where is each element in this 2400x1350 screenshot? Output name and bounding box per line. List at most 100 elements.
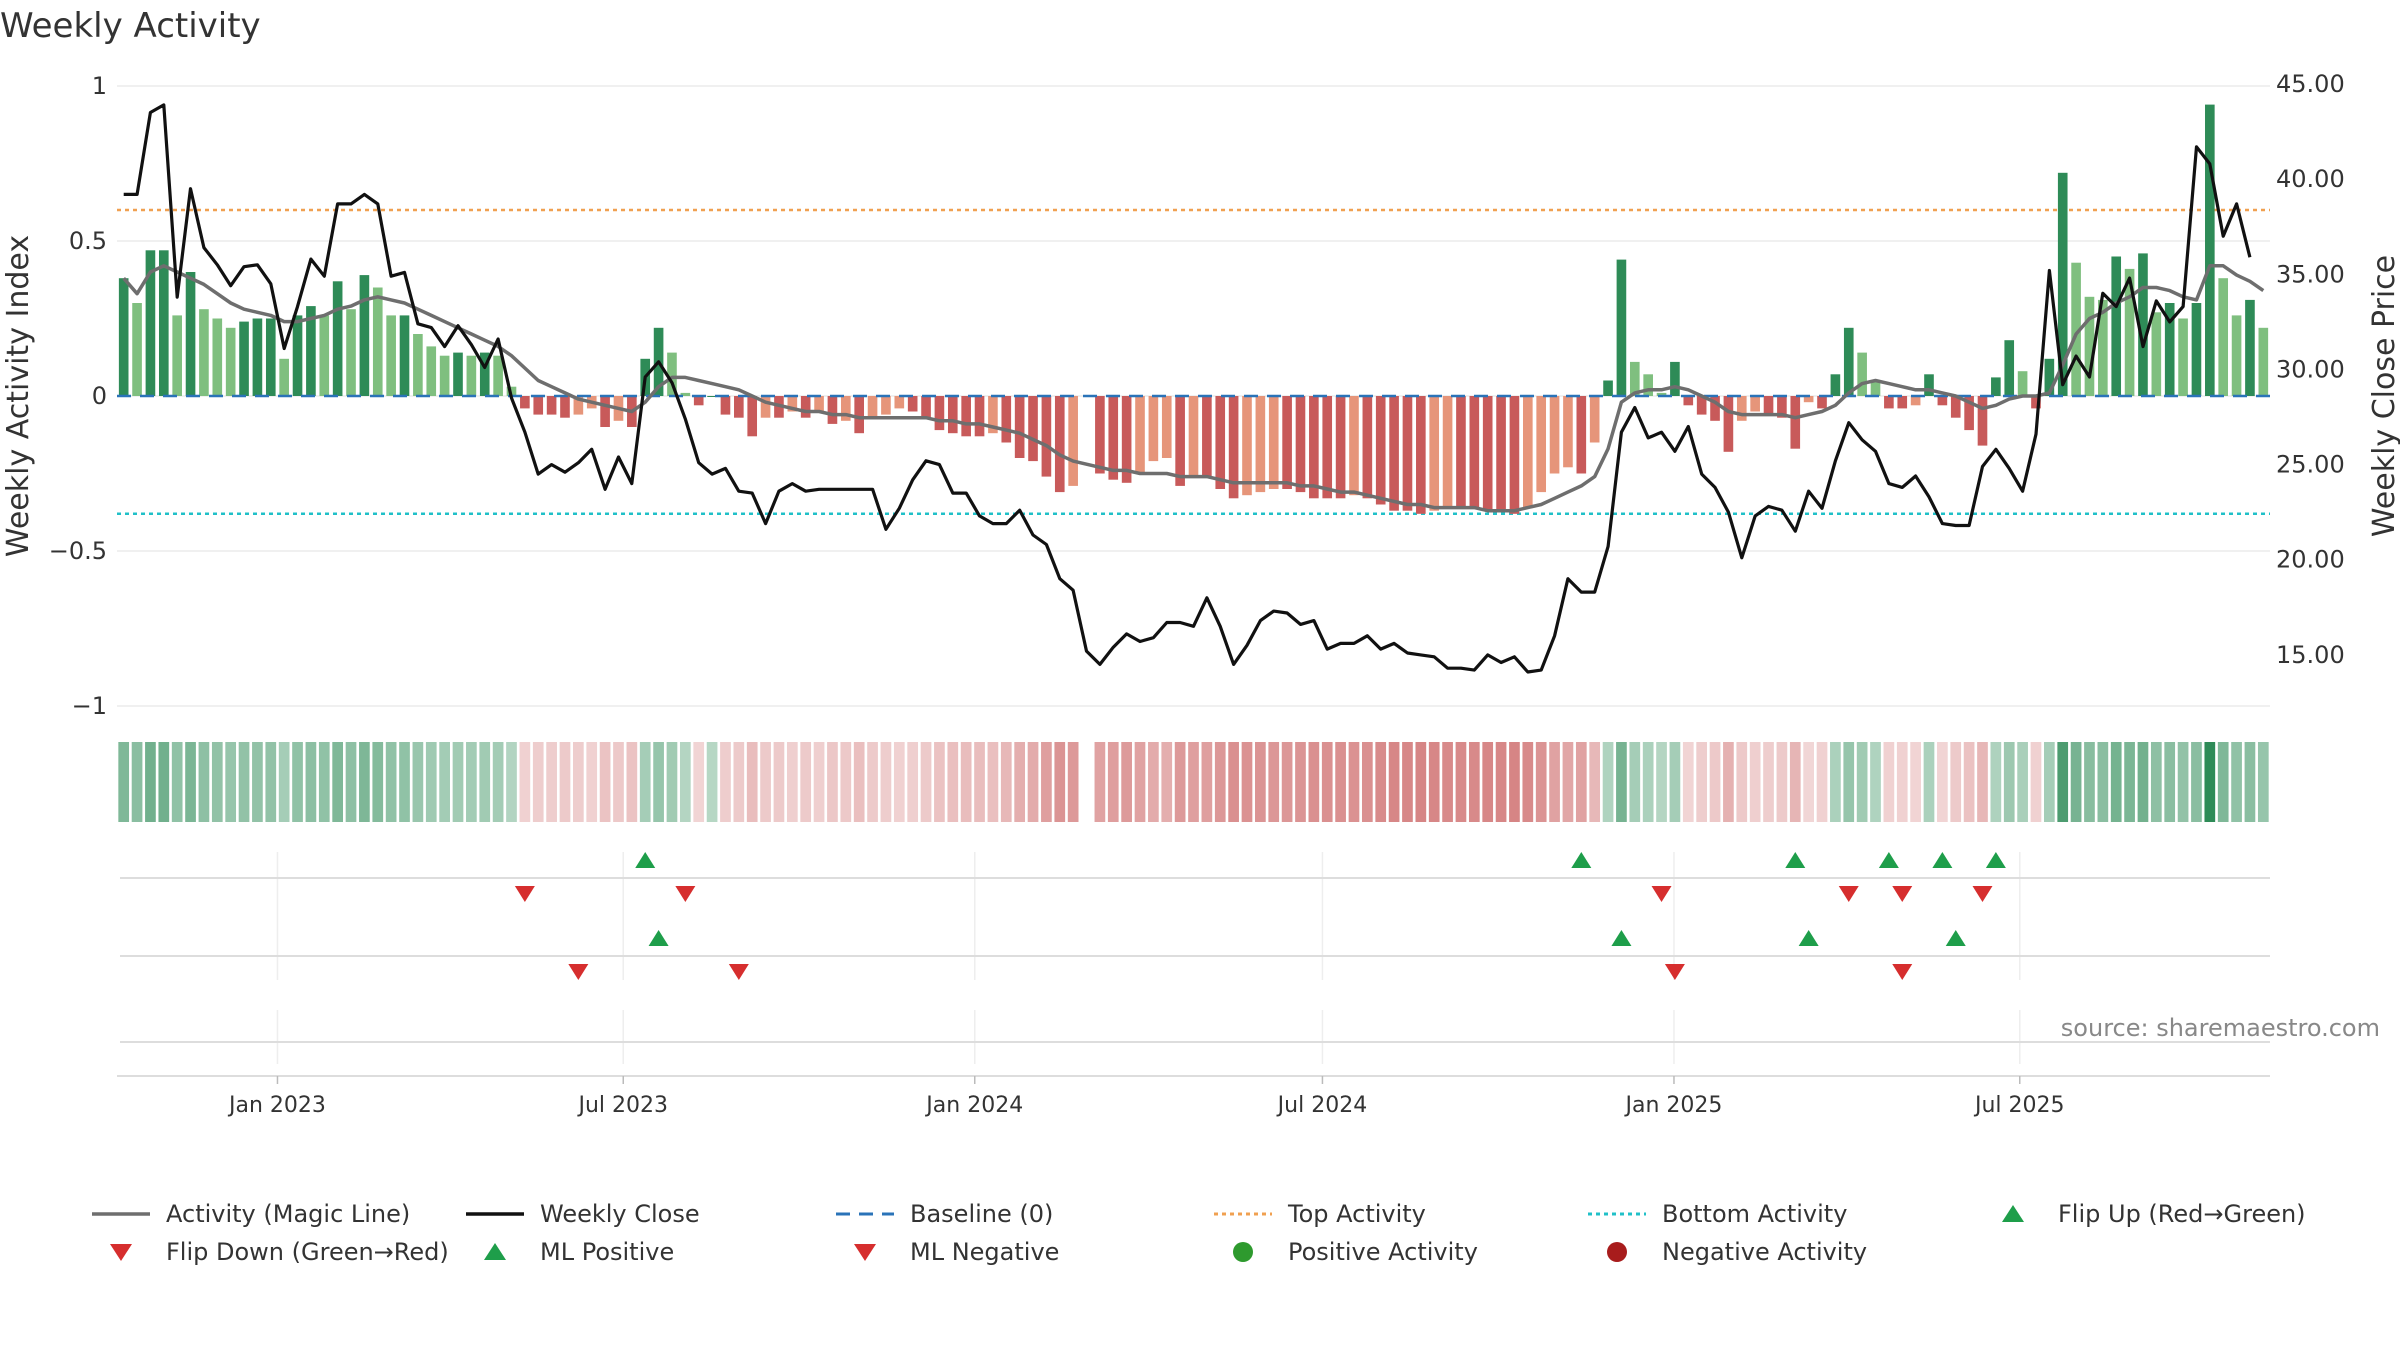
heat-strip-cell: [466, 742, 477, 822]
heat-strip-cell: [305, 742, 317, 822]
activity-bar: [1937, 396, 1948, 406]
heat-strip-cell: [1629, 742, 1641, 822]
activity-bar: [1014, 396, 1025, 458]
activity-bar: [520, 396, 530, 409]
heat-strip-cell: [412, 742, 424, 822]
heat-strip-cell: [1910, 742, 1921, 822]
heat-strip-cell: [532, 742, 544, 822]
heat-strip-cell: [599, 742, 611, 822]
activity-bar: [172, 315, 182, 396]
heat-strip-cell: [867, 742, 878, 822]
heat-strip-cell: [1923, 742, 1935, 822]
activity-bar: [827, 396, 838, 424]
activity-bar: [760, 396, 771, 418]
activity-bar: [1456, 396, 1466, 508]
activity-bar: [693, 396, 704, 406]
ml-down-marker: [568, 964, 589, 980]
activity-bar: [667, 352, 677, 396]
flip-down-marker: [514, 886, 535, 902]
heat-strip-cell: [1174, 742, 1186, 822]
heat-strip-cell: [158, 742, 170, 822]
heat-strip-cell: [773, 742, 785, 822]
heat-strip-cell: [626, 742, 638, 822]
heat-strip-cell: [1107, 742, 1119, 822]
heat-strip-cell: [573, 742, 584, 822]
heat-strip-cell: [479, 742, 491, 822]
activity-bar: [1830, 374, 1841, 396]
heat-strip-cell: [1148, 742, 1159, 822]
heat-strip-cell: [118, 742, 130, 822]
heat-strip-cell: [813, 742, 825, 822]
activity-bar: [399, 315, 410, 396]
legend-symbol-icon: [836, 1212, 894, 1216]
activity-bar: [1148, 396, 1159, 462]
heat-strip-cell: [1696, 742, 1708, 822]
activity-bar: [1375, 396, 1386, 505]
legend-item: Baseline (0): [834, 1200, 1053, 1228]
activity-bar: [1910, 396, 1921, 406]
activity-bar: [252, 318, 263, 396]
activity-bar: [1349, 396, 1359, 496]
activity-bar: [2057, 172, 2068, 396]
legend-label: ML Positive: [540, 1238, 675, 1266]
activity-bar: [2017, 371, 2028, 396]
y2-axis-title: Weekly Close Price: [2367, 255, 2400, 537]
heat-strip-cell: [960, 742, 972, 822]
heat-strip-cell: [1134, 742, 1146, 822]
activity-bar: [158, 250, 169, 396]
heat-strip-cell: [1642, 742, 1654, 822]
flip-up-marker: [1571, 852, 1592, 868]
activity-bar: [1616, 259, 1627, 396]
activity-bar: [1429, 396, 1440, 511]
heat-strip-cell: [2137, 742, 2149, 822]
legend-item: Weekly Close: [464, 1200, 700, 1228]
flip-down-marker: [1972, 886, 1993, 902]
activity-bar: [1656, 392, 1667, 396]
activity-bar: [426, 346, 437, 396]
activity-bar: [2004, 340, 2015, 396]
activity-bar: [1670, 361, 1680, 396]
y2-tick-label: 45.00: [2276, 70, 2345, 98]
y2-tick-label: 35.00: [2276, 260, 2345, 288]
activity-bar: [747, 396, 758, 437]
heat-strip-cell: [1776, 742, 1788, 822]
heat-strip-cell: [2057, 742, 2069, 822]
heat-strip-cell: [1682, 742, 1694, 822]
flip-up-marker: [635, 852, 656, 868]
ml-up-marker: [1611, 930, 1632, 946]
heat-strip-cell: [1428, 742, 1440, 822]
heat-strip-cell: [1361, 742, 1373, 822]
activity-bar: [2258, 327, 2269, 396]
heat-strip-cell: [907, 742, 919, 822]
ml-down-marker: [728, 964, 749, 980]
activity-bar: [1884, 396, 1894, 409]
heat-strip-cell: [1843, 742, 1855, 822]
heat-strip-cell: [613, 742, 624, 822]
heat-strip-cell: [987, 742, 999, 822]
heat-strip-cell: [1509, 742, 1520, 822]
activity-bar: [199, 309, 209, 396]
flip-up-marker: [1932, 852, 1953, 868]
y-tick-label: −1: [72, 692, 107, 720]
activity-bar: [1857, 352, 1867, 396]
activity-bar: [332, 281, 343, 396]
heat-strip-cell: [1816, 742, 1828, 822]
heat-strip-cell: [345, 742, 357, 822]
activity-bar: [1736, 396, 1747, 421]
y-tick-label: 0.5: [69, 227, 107, 255]
heat-strip-cell: [1281, 742, 1293, 822]
heat-strip-cell: [653, 742, 664, 822]
legend-symbol-icon: [854, 1244, 876, 1261]
ml-up-marker: [1945, 930, 1966, 946]
heat-strip-cell: [1896, 742, 1908, 822]
activity-bar: [680, 392, 691, 396]
y2-tick-label: 25.00: [2276, 451, 2345, 479]
activity-bar: [600, 396, 610, 427]
heat-strip-cell: [1268, 742, 1280, 822]
activity-bar: [1723, 396, 1734, 452]
activity-bar: [118, 278, 129, 396]
heat-strip-cell: [2191, 742, 2202, 822]
legend-label: Weekly Close: [540, 1200, 700, 1228]
activity-bar: [2138, 253, 2148, 396]
weekly-close-line: [123, 103, 2252, 674]
